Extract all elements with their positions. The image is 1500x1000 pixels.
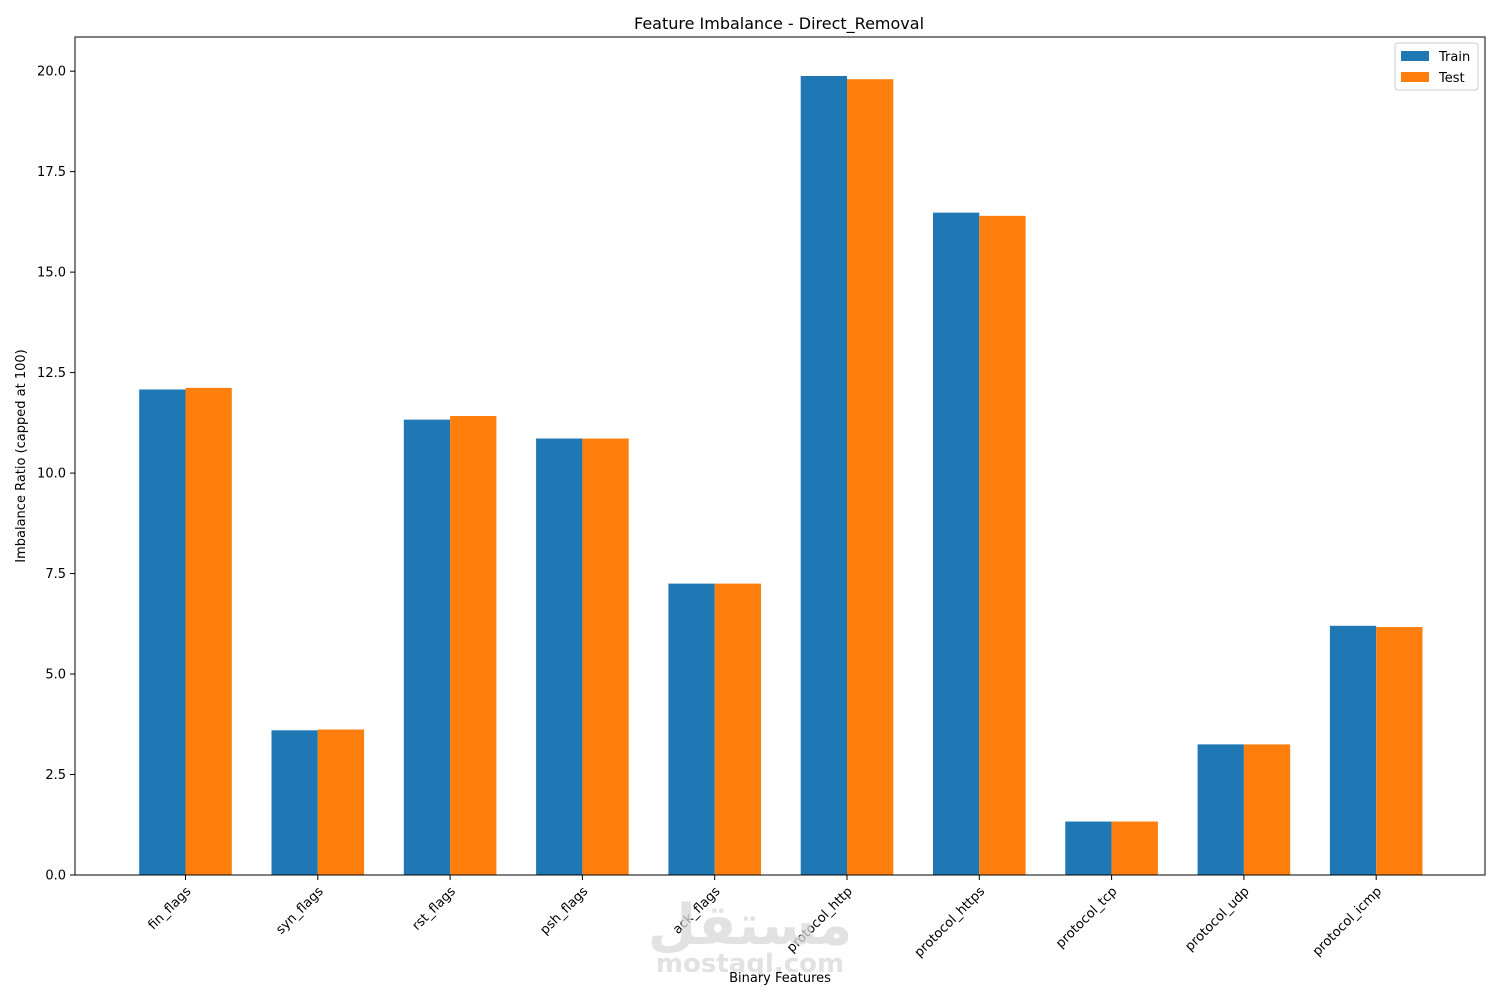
legend-swatch-train xyxy=(1401,51,1429,61)
y-tick-label: 15.0 xyxy=(37,266,66,281)
bar-test-syn-flags xyxy=(317,729,365,875)
bar-train-protocol-http xyxy=(800,75,847,876)
bar-test-protocol-http xyxy=(847,79,894,875)
bar-train-rst-flags xyxy=(403,419,451,875)
bar-train-protocol-udp xyxy=(1197,744,1244,875)
y-tick-label: 7.5 xyxy=(45,567,66,582)
bars-group xyxy=(139,75,1423,876)
bar-train-ack-flags xyxy=(668,583,715,875)
bar-test-protocol-udp xyxy=(1243,744,1291,875)
bar-train-protocol-https xyxy=(933,212,980,875)
y-tick-label: 2.5 xyxy=(45,768,66,783)
watermark-arabic: مستقل xyxy=(648,893,853,958)
y-tick-label: 20.0 xyxy=(37,65,66,80)
bar-train-fin-flags xyxy=(139,389,186,875)
y-tick-label: 17.5 xyxy=(37,165,66,180)
legend-swatch-test xyxy=(1401,72,1429,82)
legend-label-test: Test xyxy=(1438,71,1465,86)
bar-test-protocol-tcp xyxy=(1111,821,1158,875)
y-tick-label: 12.5 xyxy=(37,366,66,381)
bar-train-protocol-icmp xyxy=(1329,625,1377,875)
bar-test-psh-flags xyxy=(582,438,629,875)
y-tick-label: 5.0 xyxy=(45,668,66,683)
y-tick-label: 0.0 xyxy=(45,869,66,884)
x-axis-title: Binary Features xyxy=(729,971,831,986)
chart-title: Feature Imbalance - Direct_Removal xyxy=(634,14,924,34)
plot-frame xyxy=(74,36,1486,876)
bar-train-psh-flags xyxy=(536,438,583,875)
y-tick-label: 10.0 xyxy=(37,467,66,482)
bar-test-fin-flags xyxy=(185,387,232,875)
bar-test-protocol-icmp xyxy=(1376,627,1423,875)
legend: Train Test xyxy=(1394,42,1479,91)
bar-train-syn-flags xyxy=(271,730,318,875)
bar-train-protocol-tcp xyxy=(1065,821,1112,875)
y-axis-title: Imbalance Ratio (capped at 100) xyxy=(14,349,29,562)
bar-test-ack-flags xyxy=(714,583,761,875)
watermark: مستقل mostaql.com xyxy=(648,893,853,979)
watermark-latin: mostaql.com xyxy=(656,949,844,979)
bar-test-rst-flags xyxy=(450,416,497,875)
legend-label-train: Train xyxy=(1438,50,1470,65)
bar-test-protocol-https xyxy=(979,215,1026,876)
y-axis: 0.0 2.5 5.0 7.5 10.0 12.5 15.0 17.5 20.0 xyxy=(37,65,75,884)
